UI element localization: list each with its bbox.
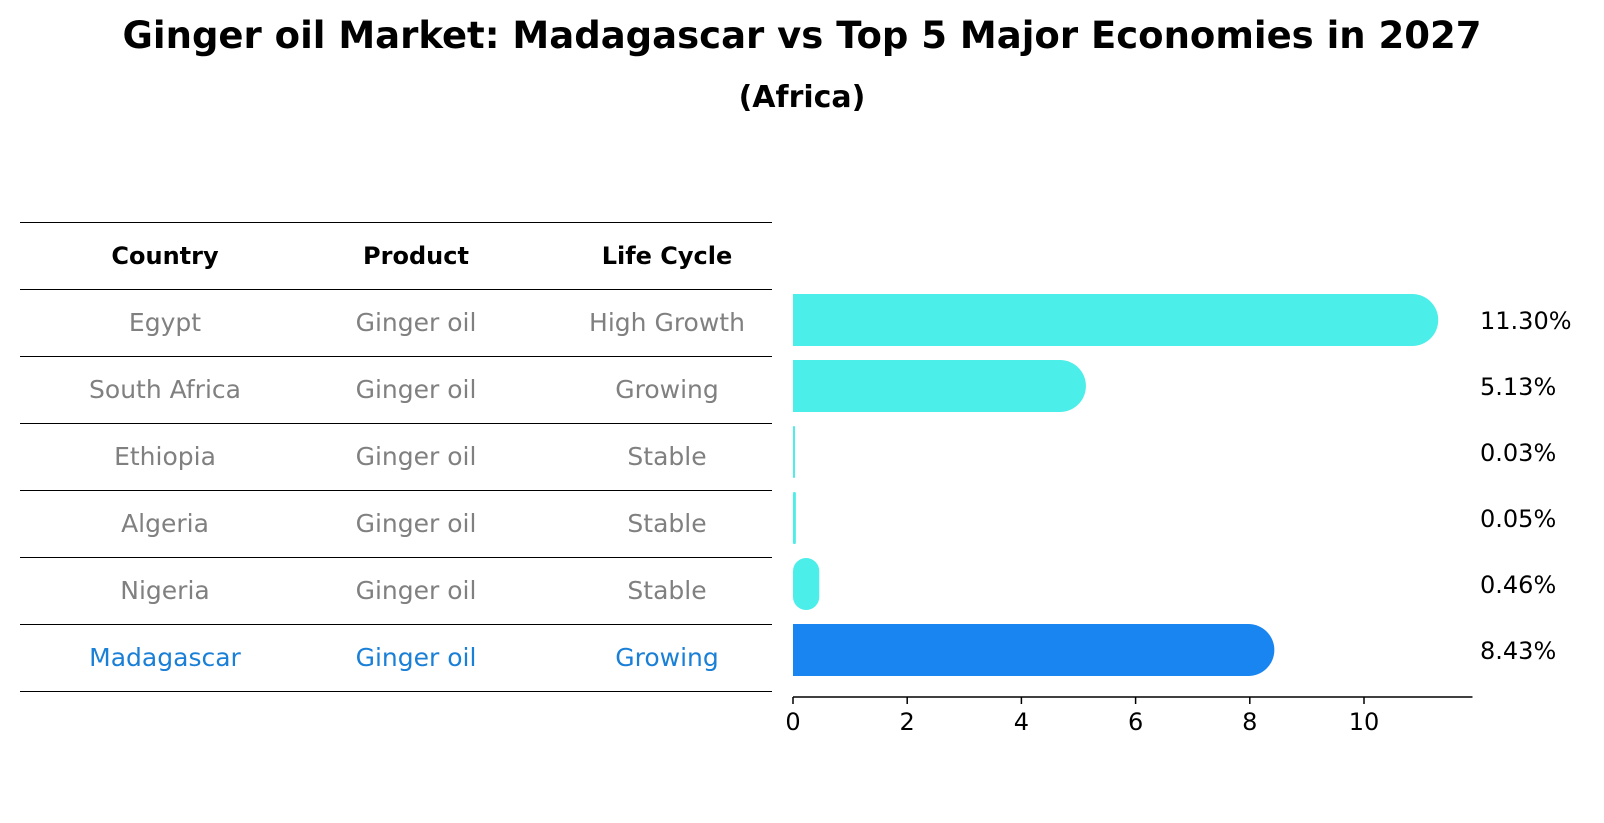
bar-egypt (793, 294, 1439, 346)
x-tick: 0 (785, 697, 801, 736)
life-cycle-cell: Growing (615, 375, 719, 404)
country-cell: South Africa (89, 375, 241, 404)
product-cell: Ginger oil (355, 509, 477, 538)
x-tick-label: 6 (1128, 708, 1143, 736)
country-cell: Algeria (121, 509, 209, 538)
x-tick: 2 (900, 697, 915, 736)
table-row: Nigeria Ginger oil Stable (20, 557, 772, 624)
bar-base (793, 624, 819, 676)
chart-subtitle: (Africa) (738, 80, 866, 115)
x-axis: 0 2 4 6 8 10 (785, 696, 1473, 736)
value-label: 0.03% (1480, 439, 1556, 467)
country-cell: Madagascar (89, 643, 241, 672)
value-label: 11.30% (1480, 307, 1572, 335)
x-tick-label: 2 (900, 708, 915, 736)
bars-group (793, 294, 1439, 676)
value-labels-group: 11.30% 5.13% 0.03% 0.05% 0.46% 8.43% (1480, 307, 1572, 665)
value-label: 0.46% (1480, 571, 1556, 599)
product-cell: Ginger oil (355, 576, 477, 605)
x-tick: 6 (1128, 697, 1143, 736)
x-tick-label: 4 (1014, 708, 1029, 736)
bar-south-africa (793, 360, 1086, 412)
x-tick: 8 (1242, 697, 1257, 736)
life-cycle-cell: Stable (627, 442, 707, 471)
country-cell: Egypt (128, 308, 202, 337)
bar-base (793, 294, 819, 346)
table-row: Egypt Ginger oil High Growth (20, 289, 772, 356)
table-header-row: Country Product Life Cycle (20, 222, 772, 289)
life-cycle-cell: Growing (615, 643, 719, 672)
header-product: Product (363, 242, 469, 270)
x-tick: 4 (1014, 697, 1029, 736)
product-cell: Ginger oil (355, 643, 477, 672)
table-row: Ethiopia Ginger oil Stable (20, 423, 772, 490)
bar-madagascar (793, 624, 1275, 676)
value-label: 0.05% (1480, 505, 1556, 533)
bar-ethiopia (793, 426, 795, 478)
x-tick: 10 (1349, 697, 1380, 736)
bar-base (793, 360, 819, 412)
product-cell: Ginger oil (355, 375, 477, 404)
product-cell: Ginger oil (355, 308, 477, 337)
country-cell: Nigeria (120, 576, 210, 605)
value-label: 8.43% (1480, 637, 1556, 665)
table-row-highlight: Madagascar Ginger oil Growing (20, 624, 772, 692)
x-tick-label: 8 (1242, 708, 1257, 736)
product-cell: Ginger oil (355, 442, 477, 471)
header-country: Country (111, 242, 219, 270)
life-cycle-cell: Stable (627, 509, 707, 538)
country-cell: Ethiopia (114, 442, 216, 471)
x-tick-label: 10 (1349, 708, 1380, 736)
header-life-cycle: Life Cycle (601, 242, 733, 270)
country-table: Country Product Life Cycle Egypt Ginger … (20, 222, 772, 692)
x-tick-label: 0 (785, 708, 800, 736)
table-row: South Africa Ginger oil Growing (20, 356, 772, 423)
life-cycle-cell: High Growth (589, 308, 745, 337)
life-cycle-cell: Stable (627, 576, 707, 605)
value-label: 5.13% (1480, 373, 1556, 401)
bar-nigeria (793, 558, 820, 610)
bar-algeria (793, 492, 796, 544)
chart-title: Ginger oil Market: Madagascar vs Top 5 M… (122, 14, 1482, 57)
table-row: Algeria Ginger oil Stable (20, 490, 772, 557)
